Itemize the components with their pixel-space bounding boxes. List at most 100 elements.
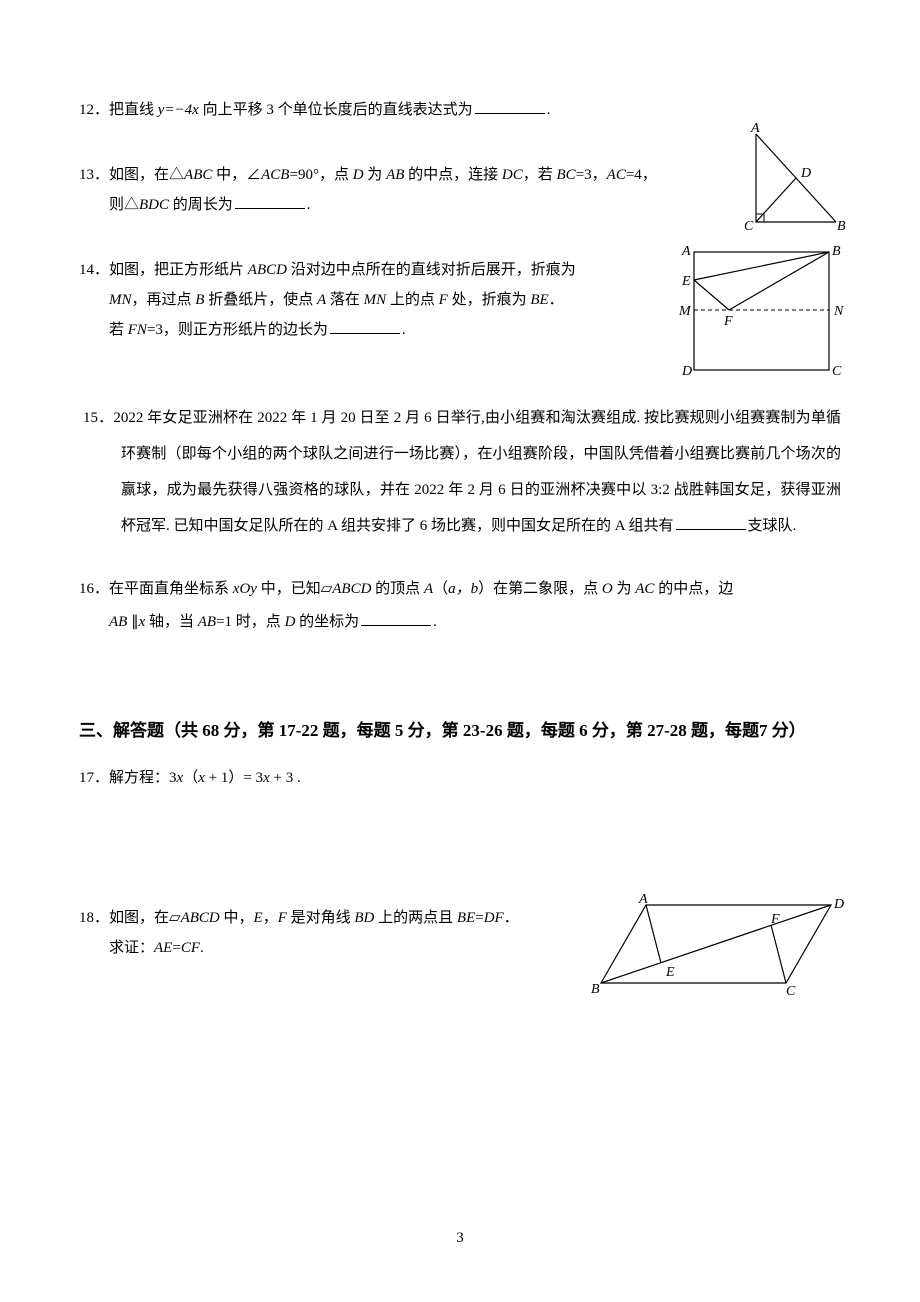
svg-text:A: A — [681, 244, 691, 259]
problem-16: 16．在平面直角坐标系 xOy 中，已知▱ABCD 的顶点 A（a，b）在第二象… — [79, 572, 841, 639]
var: O — [602, 581, 613, 597]
text: =3， — [576, 167, 607, 183]
text: ． — [504, 910, 519, 926]
blank — [361, 612, 431, 626]
svg-text:B: B — [837, 219, 846, 234]
text: 把直线 — [109, 102, 158, 118]
svg-text:C: C — [832, 364, 842, 379]
section-title: 三、解答题（共 68 分，第 17-22 题，每题 5 分，第 23-26 题，… — [79, 721, 806, 740]
problem-12: 12．把直线 y=−4x 向上平移 3 个单位长度后的直线表达式为. — [79, 95, 841, 125]
var: AB — [386, 167, 404, 183]
svg-text:D: D — [833, 897, 844, 912]
text: 上的两点且 — [374, 910, 457, 926]
text: 处，折痕为 — [448, 292, 531, 308]
problem-18: A D B C E F 18．如图，在▱ABCD 中，E，F 是对角线 BD 上… — [79, 903, 841, 963]
period: . — [307, 197, 311, 213]
text: 向上平移 3 个单位长度后的直线表达式为 — [199, 102, 473, 118]
svg-text:C: C — [786, 984, 796, 998]
text: 为 — [613, 581, 636, 597]
svg-text:C: C — [744, 219, 754, 234]
text: ， — [263, 910, 278, 926]
parallelogram-symbol: ▱ — [321, 580, 333, 597]
var: E — [254, 910, 263, 926]
text: =3，则正方形纸片的边长为 — [147, 322, 328, 338]
text: = — [475, 910, 483, 926]
svg-text:N: N — [833, 304, 844, 319]
var: D — [353, 167, 364, 183]
var: a，b — [448, 581, 478, 597]
svg-text:E: E — [665, 965, 675, 980]
text: 折叠纸片，使点 — [204, 292, 317, 308]
text: + 3 . — [270, 770, 301, 786]
text: =4， — [626, 167, 657, 183]
problem-14: A B C D E F M N 14．如图，把正方形纸片 ABCD 沿对边中点所… — [79, 255, 841, 345]
figure-14: A B C D E F M N — [674, 240, 849, 391]
text: 中， — [220, 910, 254, 926]
text: =90°，点 — [289, 167, 352, 183]
period: . — [547, 102, 551, 118]
var: AC — [607, 167, 626, 183]
var: DF — [484, 910, 504, 926]
text: （ — [433, 581, 448, 597]
var: ACB — [261, 167, 289, 183]
var: BD — [354, 910, 374, 926]
text: ． — [549, 292, 564, 308]
text: ∥ — [127, 614, 138, 630]
var: ABCD — [332, 581, 371, 597]
period: . — [402, 322, 406, 338]
text: ，若 — [523, 167, 557, 183]
svg-text:B: B — [832, 244, 841, 259]
svg-text:E: E — [681, 274, 691, 289]
text: 如图，在△ — [109, 167, 184, 183]
problem-number: 12． — [79, 102, 109, 118]
text: ）在第二象限，点 — [478, 581, 602, 597]
var: x — [263, 770, 270, 786]
var: F — [439, 292, 448, 308]
page-number: 3 — [456, 1230, 464, 1247]
text: 则△ — [109, 197, 139, 213]
blank — [330, 320, 400, 334]
text: 为 — [364, 167, 387, 183]
parallelogram-diagram: A D B C E F — [591, 893, 846, 998]
svg-text:A: A — [638, 893, 648, 907]
period: . — [433, 614, 437, 630]
var: AB — [198, 614, 216, 630]
triangle-diagram: A B C D — [726, 122, 846, 237]
svg-text:B: B — [591, 982, 600, 997]
var: A — [317, 292, 326, 308]
var: ABC — [184, 167, 212, 183]
var: AC — [635, 581, 654, 597]
var: F — [278, 910, 287, 926]
text: 如图，在 — [109, 910, 169, 926]
problem-number: 16． — [79, 581, 109, 597]
problem-number: 18． — [79, 910, 109, 926]
text: =1 时，点 — [216, 614, 284, 630]
text: 落在 — [326, 292, 364, 308]
svg-text:D: D — [800, 166, 811, 181]
text: 的中点，边 — [654, 581, 733, 597]
suffix: 支球队. — [748, 518, 797, 534]
var: BE — [530, 292, 548, 308]
var: x — [198, 770, 205, 786]
text: 的中点，连接 — [404, 167, 502, 183]
var: xOy — [233, 581, 257, 597]
text: 的顶点 — [371, 581, 424, 597]
text: 是对角线 — [287, 910, 355, 926]
text: 若 — [109, 322, 128, 338]
svg-text:F: F — [770, 912, 780, 927]
text: 如图，把正方形纸片 — [109, 262, 248, 278]
text: 上的点 — [386, 292, 439, 308]
blank — [235, 195, 305, 209]
var: BC — [557, 167, 576, 183]
problem-number: 14． — [79, 262, 109, 278]
svg-text:D: D — [681, 364, 692, 379]
text: 的坐标为 — [295, 614, 359, 630]
problem-17: 17．解方程：3x（x + 1）= 3x + 3 . — [79, 763, 841, 793]
var: MN — [364, 292, 387, 308]
text: 轴，当 — [145, 614, 198, 630]
svg-text:F: F — [723, 314, 733, 329]
proof-label: 求证： — [109, 940, 154, 956]
section-3-header: 三、解答题（共 68 分，第 17-22 题，每题 5 分，第 23-26 题，… — [79, 714, 841, 748]
var: ABCD — [248, 262, 287, 278]
text: 的周长为 — [169, 197, 233, 213]
